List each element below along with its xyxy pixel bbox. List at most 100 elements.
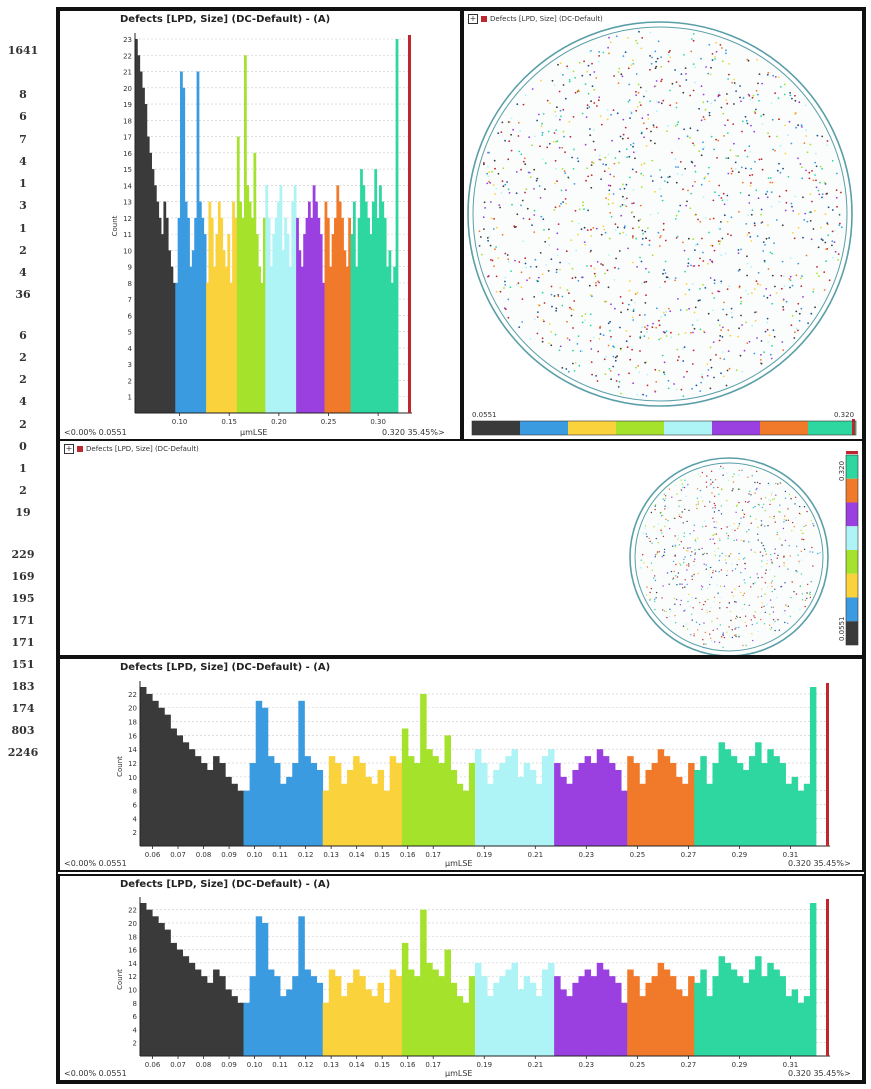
expand-icon[interactable]: +	[468, 14, 478, 24]
wafer-map-header[interactable]: + Defects [LPD, Size] (DC-Default)	[64, 444, 199, 454]
defect-dot	[722, 112, 725, 115]
defect-dot	[714, 58, 716, 60]
defect-dot	[771, 562, 773, 564]
histogram-bar	[694, 769, 701, 846]
defect-dot	[632, 235, 634, 238]
defect-dot	[738, 469, 740, 471]
defect-dot	[748, 145, 751, 148]
defect-dot	[800, 285, 803, 287]
defect-dot	[804, 212, 807, 215]
defect-dot	[734, 601, 736, 603]
defect-dot	[699, 489, 702, 492]
defect-dot	[793, 337, 796, 339]
defect-dot	[555, 271, 558, 274]
defect-dot	[717, 240, 720, 243]
wafer-map-top[interactable]	[464, 11, 862, 439]
defect-dot	[758, 99, 760, 102]
defect-dot	[573, 183, 576, 185]
defect-dot	[524, 94, 527, 96]
defect-dot	[787, 508, 789, 510]
defect-dot	[695, 541, 697, 544]
defect-dot	[740, 517, 742, 519]
defect-dot	[764, 525, 766, 527]
defect-dot	[665, 610, 668, 613]
scale-segment	[846, 502, 858, 527]
defect-dot	[754, 582, 756, 584]
defect-dot	[638, 314, 641, 316]
defect-dot	[711, 59, 714, 61]
defect-dot	[726, 532, 728, 534]
defect-dot	[488, 151, 490, 154]
defect-dot	[737, 527, 739, 529]
y-tick-label: 16	[128, 732, 137, 740]
defect-dot	[691, 387, 693, 390]
histogram-bar	[292, 976, 299, 1056]
defect-dot	[676, 598, 678, 601]
defect-dot	[759, 551, 762, 553]
histogram-bar	[386, 266, 389, 413]
defect-dot	[589, 73, 592, 76]
defect-dot	[706, 363, 709, 365]
defect-dot	[609, 211, 612, 214]
defect-dot	[718, 339, 721, 342]
defect-dot	[648, 244, 651, 246]
defect-dot	[722, 633, 724, 635]
defect-dot	[646, 373, 649, 376]
defect-dot	[712, 199, 715, 202]
histogram-bar	[274, 217, 278, 413]
defect-dot	[795, 310, 798, 313]
defect-dot	[712, 309, 714, 312]
defect-dot	[821, 135, 824, 138]
defect-dot	[779, 86, 782, 88]
defect-dot	[660, 337, 662, 340]
wafer-map-header[interactable]: + Defects [LPD, Size] (DC-Default)	[468, 14, 603, 24]
defect-dot	[784, 520, 786, 522]
defect-dot	[754, 551, 756, 553]
defect-dot	[593, 88, 596, 91]
defect-dot	[708, 43, 711, 46]
defect-dot	[720, 636, 723, 638]
histogram-bar	[560, 989, 567, 1056]
x-tick-label: 0.07	[170, 851, 186, 859]
defect-dot	[763, 295, 765, 297]
histogram-bar	[742, 769, 750, 846]
defect-dot	[789, 275, 792, 278]
defect-dot	[607, 153, 610, 156]
defect-dot	[744, 568, 746, 570]
defect-dot	[654, 390, 657, 393]
defect-dot	[597, 280, 599, 283]
expand-icon[interactable]: +	[64, 444, 74, 454]
defect-dot	[700, 154, 703, 157]
histogram-bar	[189, 266, 193, 413]
defect-dot	[737, 155, 739, 157]
defect-dot	[522, 160, 525, 163]
defect-dot	[622, 231, 625, 234]
histogram-bar	[627, 969, 634, 1056]
defect-dot	[588, 284, 591, 287]
defect-dot	[755, 189, 758, 192]
defect-dot	[753, 352, 756, 355]
defect-dot	[748, 340, 751, 343]
defect-dot	[692, 349, 695, 352]
defect-dot	[497, 172, 500, 175]
defect-dot	[678, 499, 680, 502]
defect-dot	[641, 117, 644, 120]
x-tick-label: 0.13	[323, 851, 339, 859]
defect-dot	[812, 565, 814, 567]
defect-dot	[521, 298, 524, 300]
defect-dot	[664, 525, 666, 528]
defect-dot	[574, 209, 577, 212]
defect-dot	[719, 539, 721, 541]
defect-dot	[692, 238, 695, 241]
wafer-map-header-label: Defects [LPD, Size] (DC-Default)	[490, 15, 603, 23]
x-tick-label: 0.08	[196, 1061, 212, 1069]
defect-dot	[663, 269, 665, 271]
defect-dot	[721, 60, 724, 63]
defect-dot	[503, 287, 505, 289]
defect-dot	[592, 162, 595, 165]
defect-dot	[721, 237, 724, 240]
defect-dot	[694, 538, 696, 540]
histogram-bar	[395, 976, 403, 1056]
wafer-map-wide[interactable]	[60, 441, 862, 655]
defect-dot	[655, 381, 658, 383]
